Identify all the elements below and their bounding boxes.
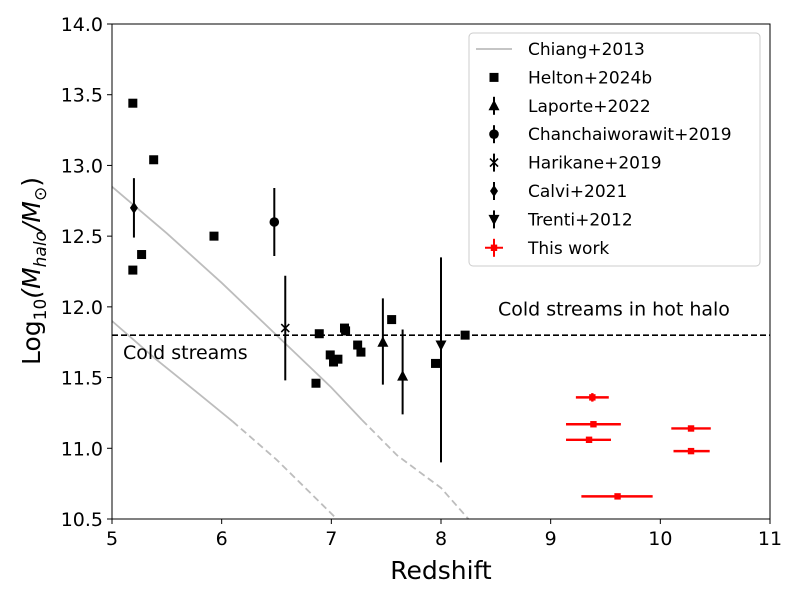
x-tick-label: 5 xyxy=(106,528,118,550)
annotation-cold-streams: Cold streams xyxy=(123,342,248,364)
y-tick-label: 14.0 xyxy=(61,14,103,36)
legend-marker-calvi-2021 xyxy=(490,185,498,197)
helton-2024b-point xyxy=(333,354,343,364)
legend-label-laporte-2022: Laporte+2022 xyxy=(528,97,651,117)
legend-label-chanchaiworawit-2019: Chanchaiworawit+2019 xyxy=(528,125,732,145)
this-work-point xyxy=(585,436,593,443)
legend: Chiang+2013 Helton+2024b Laporte+2022 Chanc… xyxy=(468,32,761,267)
helton-2024b-point xyxy=(137,250,147,260)
helton-2024b-point xyxy=(314,329,324,339)
x-tick-label: 7 xyxy=(325,528,337,550)
chiang-lines-layer xyxy=(111,185,470,520)
legend-label-this-work: This work xyxy=(527,239,609,259)
x-tick-label: 9 xyxy=(545,528,557,550)
harikane-2019-point xyxy=(280,323,290,333)
legend-label-trenti-2012: Trenti+2012 xyxy=(527,210,633,230)
helton-2024b-point xyxy=(353,340,363,350)
y-label-close: ) xyxy=(17,177,46,187)
axis-ticks-layer: 5 6 7 8 9 10 11 10.5 11.0 11.5 12.0 12.5 13.0 13.5 14.… xyxy=(61,14,782,550)
legend-label-calvi-2021: Calvi+2021 xyxy=(528,182,627,202)
legend-marker-chanchaiworawit-2019 xyxy=(489,129,499,139)
this-work-point xyxy=(687,447,695,455)
x-tick-label: 10 xyxy=(648,528,672,550)
x-tick-label: 11 xyxy=(758,528,782,550)
y-tick-label: 12.0 xyxy=(61,297,103,319)
helton-2024b-point xyxy=(460,330,470,340)
this-work-point xyxy=(590,421,597,428)
helton-2024b-point xyxy=(128,98,138,108)
legend-label-helton-2024b: Helton+2024b xyxy=(528,68,652,88)
y-tick-label: 11.5 xyxy=(61,368,103,390)
legend-marker-trenti-2012 xyxy=(488,214,500,226)
helton-2024b-point xyxy=(149,155,159,165)
trenti-2012-point xyxy=(435,340,447,352)
this-work-point xyxy=(687,425,695,432)
this-work-point xyxy=(589,394,596,401)
laporte-2022-point xyxy=(397,370,409,381)
y-tick-label: 11.0 xyxy=(61,438,103,460)
legend-label-chiang-2013: Chiang+2013 xyxy=(528,40,645,60)
chiang-dashed-line xyxy=(232,420,338,520)
helton-2024b-point xyxy=(341,326,351,336)
legend-label-harikane-2019: Harikane+2019 xyxy=(528,154,662,174)
y-label-sub-halo: halo xyxy=(31,231,51,267)
annotation-cold-streams-hot-halo: Cold streams in hot halo xyxy=(498,298,730,320)
chiang-solid-line xyxy=(111,185,363,421)
y-tick-label: 12.5 xyxy=(61,226,103,248)
y-label-sub-10: 10 xyxy=(31,299,51,321)
helton-2024b-point xyxy=(387,315,397,325)
calvi-2021-point xyxy=(129,201,138,214)
y-label-open: (M xyxy=(17,267,46,298)
legend-marker-this-work xyxy=(490,244,498,251)
y-label-prefix: Log xyxy=(17,320,46,365)
chiang-solid-line xyxy=(111,320,234,423)
x-tick-label: 8 xyxy=(435,528,447,550)
x-tick-label: 6 xyxy=(216,528,228,550)
y-tick-label: 13.5 xyxy=(61,85,103,107)
y-tick-label: 10.5 xyxy=(61,509,103,531)
helton-2024b-point xyxy=(431,358,441,368)
legend-marker-laporte-2022 xyxy=(488,99,500,111)
helton-2024b-point xyxy=(311,378,321,388)
y-tick-label: 13.0 xyxy=(61,155,103,177)
this-work-point xyxy=(614,493,621,500)
y-axis-label: Log10(Mhalo/M⊙) xyxy=(17,177,51,365)
chanchaiworawit-2019-point xyxy=(269,217,280,227)
data-points-layer xyxy=(128,98,711,500)
helton-2024b-point xyxy=(356,347,366,357)
x-axis-label: Redshift xyxy=(390,556,492,585)
helton-2024b-point xyxy=(209,231,219,241)
legend-marker-harikane-2019 xyxy=(489,158,499,168)
laporte-2022-point xyxy=(377,336,389,347)
chiang-dashed-line xyxy=(361,419,470,520)
helton-2024b-point xyxy=(325,350,335,360)
legend-marker-helton-2024b xyxy=(489,72,499,82)
legend-box xyxy=(468,32,761,267)
helton-2024b-point xyxy=(128,265,138,275)
y-label-sub-sun: ⊙ xyxy=(31,187,51,201)
y-label-slash: /M xyxy=(17,201,46,233)
